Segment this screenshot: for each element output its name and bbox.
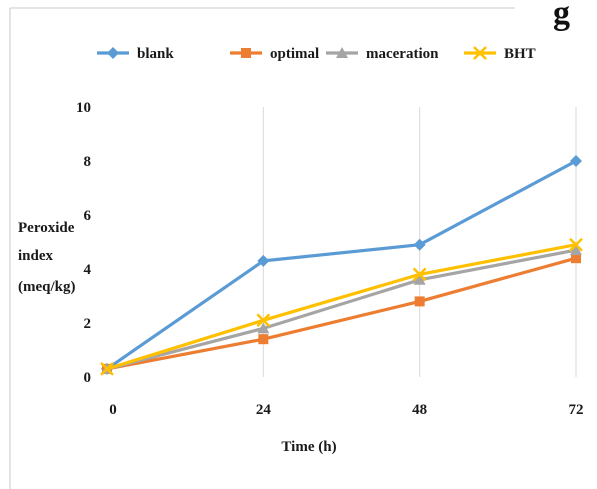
data-point-bht-48-stroke-b [412,267,427,282]
legend-label-optimal: optimal [270,46,319,62]
y-tick-label-0: 0 [84,370,92,386]
x-tick-label-0: 0 [109,402,117,418]
data-point-bht-0 [100,362,114,376]
data-point-optimal-24 [258,334,269,345]
data-point-maceration-24 [257,322,270,334]
data-point-bht-0-stroke-b [100,362,114,376]
data-point-blank-24 [257,254,270,267]
y-tick-label-8: 8 [84,154,92,170]
data-point-optimal-48 [414,296,425,307]
x-tick-label-48: 48 [412,402,427,418]
data-point-bht-72-stroke-b [569,237,583,252]
legend: blank optimal maceration BHT [97,46,536,62]
legend-item-optimal: optimal [230,46,319,62]
series-line-optimal [106,256,577,371]
data-point-maceration-48 [413,273,426,285]
data-point-bht-72 [569,237,583,252]
cropped-corner-text: g [553,0,570,32]
legend-marker-maceration [336,47,348,58]
data-point-blank-48 [413,238,426,251]
y-tick-label-2: 2 [84,316,92,332]
data-point-bht-24-stroke-b [256,313,271,328]
x-axis-tick-labels: 0 24 48 72 [109,402,583,418]
x-tick-label-72: 72 [569,402,584,418]
series-line-blank [106,159,577,371]
y-axis-title-line-2: index [18,248,54,264]
legend-label-maceration: maceration [366,46,439,62]
y-tick-label-6: 6 [84,208,92,224]
data-point-blank-72 [570,155,582,167]
legend-marker-bht-stroke-b [473,46,487,60]
legend-marker-bht [473,46,487,60]
y-axis-title-line-3: (meq/kg) [18,279,76,295]
y-tick-label-4: 4 [84,262,92,278]
x-tick-label-24: 24 [256,402,272,418]
data-point-maceration-72 [570,244,582,256]
y-axis-title: Peroxide index (meq/kg) [18,220,76,295]
series-maceration [101,244,582,374]
legend-item-bht: BHT [464,46,536,62]
legend-label-bht: BHT [504,46,536,62]
series-optimal [102,253,581,374]
y-axis-tick-labels: 0 2 4 6 8 10 [76,100,92,386]
data-point-optimal-72 [571,253,581,264]
x-axis-title: Time (h) [281,439,336,455]
y-axis-title-line-1: Peroxide [18,220,75,236]
y-tick-label-10: 10 [76,100,91,116]
legend-item-maceration: maceration [326,46,439,62]
legend-marker-blank [107,47,119,59]
series-blank [101,155,582,375]
legend-item-blank: blank [97,46,174,62]
series-bht [100,237,583,376]
legend-marker-optimal [241,48,251,58]
series-line-maceration [106,248,577,371]
data-point-bht-24 [256,313,271,328]
series-line-bht [106,243,577,371]
data-series [100,155,583,376]
legend-label-blank: blank [137,46,174,62]
data-point-bht-48 [412,267,427,282]
